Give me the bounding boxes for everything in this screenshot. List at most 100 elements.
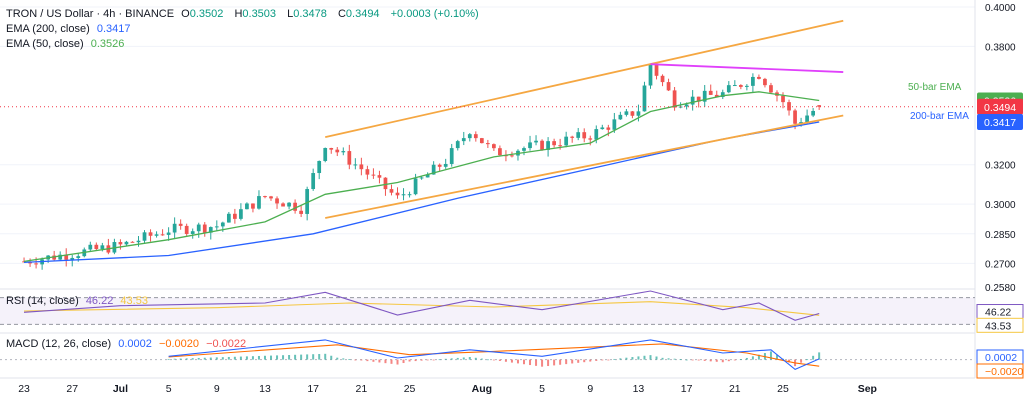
macd-histogram-bar bbox=[679, 359, 682, 360]
candle-body bbox=[708, 90, 713, 95]
macd-histogram-bar bbox=[751, 356, 754, 360]
macd-histogram-bar bbox=[595, 359, 598, 361]
candle-body bbox=[805, 115, 809, 123]
candle-body bbox=[630, 111, 635, 116]
macd-histogram-bar bbox=[324, 353, 327, 360]
candle-body bbox=[714, 94, 719, 97]
macd-histogram-bar bbox=[757, 354, 760, 360]
candle-body bbox=[94, 244, 99, 249]
symbol-title: TRON / US Dollar · 4h · BINANCE bbox=[6, 8, 175, 20]
candle-body bbox=[281, 203, 285, 207]
rsi-line bbox=[23, 290, 820, 321]
macd-histogram-bar bbox=[800, 359, 803, 363]
candle-body bbox=[299, 210, 303, 214]
price-tick-label: 0.3000 bbox=[985, 200, 1016, 211]
candle-body bbox=[570, 136, 575, 138]
macd-histogram-bar bbox=[607, 359, 610, 361]
macd-histogram-bar bbox=[257, 355, 260, 360]
ema50-annotation: 50-bar EMA bbox=[908, 82, 962, 93]
macd-histogram-bar bbox=[348, 359, 351, 360]
macd-histogram-bar bbox=[631, 357, 634, 360]
time-tick-label: 13 bbox=[633, 383, 645, 395]
candle-body bbox=[257, 196, 261, 209]
macd-histogram-bar bbox=[191, 358, 194, 360]
macd-histogram-bar bbox=[589, 359, 592, 362]
candle-body bbox=[208, 227, 213, 233]
macd-histogram-bar bbox=[703, 359, 706, 361]
macd-histogram-bar bbox=[535, 359, 538, 366]
macd-histogram-bar bbox=[697, 359, 700, 361]
candle-body bbox=[263, 196, 267, 198]
candle-body bbox=[184, 225, 189, 234]
candle-body bbox=[220, 222, 225, 227]
candle-body bbox=[275, 198, 279, 204]
candle-body bbox=[473, 134, 478, 139]
ema50-line bbox=[23, 91, 820, 263]
candle-body bbox=[540, 140, 544, 150]
candle-body bbox=[419, 177, 424, 179]
macd-histogram-bar bbox=[378, 359, 381, 363]
macd-histogram-bar bbox=[420, 359, 423, 361]
candle-body bbox=[546, 141, 550, 150]
candle-body bbox=[148, 232, 153, 236]
macd-legend: MACD (12, 26, close) 0.0002 −0.0020 −0.0… bbox=[6, 338, 247, 350]
change-value: +0.0003 (+0.10%) bbox=[390, 8, 479, 20]
main-legend: TRON / US Dollar · 4h · BINANCE O0.3502 … bbox=[6, 8, 483, 20]
candle-body bbox=[618, 114, 623, 120]
candle-body bbox=[154, 234, 159, 236]
macd-histogram-bar bbox=[318, 354, 321, 360]
macd-histogram-bar bbox=[492, 359, 495, 361]
macd-histogram-bar bbox=[643, 355, 646, 360]
candle-body bbox=[449, 148, 454, 164]
candle-body bbox=[353, 164, 358, 166]
macd-histogram-bar bbox=[233, 356, 236, 360]
macd-histogram-bar bbox=[173, 358, 176, 360]
macd-histogram-bar bbox=[239, 356, 242, 360]
candle-body bbox=[431, 164, 436, 175]
candle-body bbox=[498, 148, 502, 156]
macd-histogram-bar bbox=[209, 357, 212, 360]
macd-histogram-bar bbox=[276, 355, 279, 360]
time-tick-label: 9 bbox=[214, 383, 220, 395]
macd-histogram-bar bbox=[510, 359, 513, 363]
resistance-line bbox=[650, 63, 844, 73]
ema200-price-badge: 0.3417 bbox=[984, 117, 1016, 129]
macd-histogram-bar bbox=[444, 358, 447, 360]
candle-body bbox=[166, 232, 171, 235]
macd-histogram-bar bbox=[709, 359, 712, 362]
macd-histogram-bar bbox=[498, 359, 501, 361]
macd-badge-1: 0.0002 bbox=[985, 352, 1017, 364]
rsi-legend: RSI (14, close) 46.22 43.53 bbox=[6, 295, 148, 307]
macd-histogram-bar bbox=[167, 358, 170, 360]
price-tick-label: 0.3800 bbox=[985, 42, 1016, 53]
candle-body bbox=[287, 202, 291, 207]
candle-body bbox=[666, 82, 671, 91]
candle-body bbox=[190, 231, 195, 234]
candle-body bbox=[395, 192, 400, 196]
macd-badge-2: −0.0020 bbox=[985, 366, 1023, 378]
candle-body bbox=[130, 241, 135, 243]
candle-body bbox=[70, 257, 75, 260]
macd-histogram-bar bbox=[263, 355, 266, 360]
macd-histogram-bar bbox=[739, 359, 742, 360]
macd-histogram-bar bbox=[619, 358, 622, 360]
candle-body bbox=[425, 174, 430, 178]
candle-body bbox=[196, 224, 201, 232]
candle-body bbox=[793, 110, 797, 124]
price-tick-label: 0.2580 bbox=[985, 283, 1016, 294]
candle-body bbox=[88, 244, 93, 250]
candle-body bbox=[160, 234, 165, 236]
candle-body bbox=[624, 111, 629, 115]
candle-body bbox=[317, 160, 322, 174]
candle-body bbox=[492, 144, 496, 149]
macd-histogram-bar bbox=[203, 357, 206, 360]
candle-body bbox=[347, 151, 352, 165]
candle-body bbox=[359, 164, 364, 170]
candle-body bbox=[510, 155, 514, 157]
macd-histogram-bar bbox=[390, 359, 393, 364]
macd-histogram-bar bbox=[270, 355, 273, 360]
rsi-badge-2-bg bbox=[976, 317, 1024, 333]
candle-body bbox=[76, 256, 81, 258]
candle-body bbox=[52, 255, 57, 260]
